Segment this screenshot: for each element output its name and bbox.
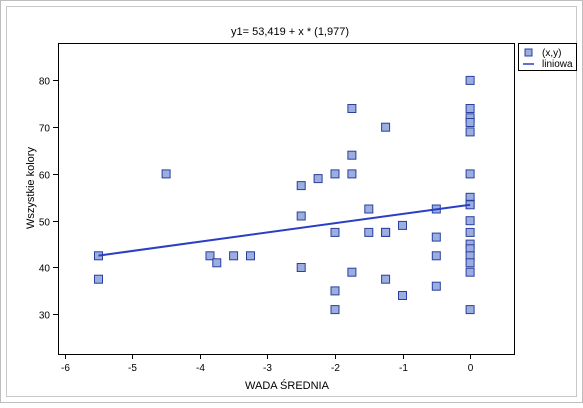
- legend-marker-scatter: [524, 48, 533, 57]
- scatter-point: [330, 286, 340, 296]
- x-axis-label: WADA ŚREDNIA: [245, 379, 330, 392]
- scatter-point: [205, 251, 215, 261]
- x-axis: -6 -5 -4 -3 -2 -1 0: [61, 354, 474, 374]
- y-tick-label: 30: [39, 311, 51, 322]
- legend: (x,y) liniowa: [518, 43, 577, 71]
- scatter-point: [364, 204, 374, 214]
- scatter-point: [398, 220, 407, 230]
- scatter-point: [381, 122, 391, 132]
- series-layer: [94, 75, 475, 315]
- scatter-point: [465, 104, 475, 113]
- scatter-point: [465, 267, 475, 277]
- scatter-point: [330, 227, 340, 237]
- y-tick-label: 60: [39, 171, 51, 182]
- scatter-point: [465, 216, 475, 226]
- legend-label-scatter: (x,y): [542, 48, 561, 59]
- plot-area: [58, 43, 515, 355]
- x-tick-label: -1: [399, 363, 408, 374]
- scatter-point: [465, 227, 475, 237]
- chart-title: y1= 53,419 + x * (1,977): [231, 26, 349, 38]
- x-tick-label: -5: [128, 363, 137, 374]
- scatter-point: [347, 169, 357, 179]
- y-axis-label: Wszystkie kolory: [25, 147, 37, 229]
- scatter-point: [313, 174, 323, 184]
- y-tick-label: 80: [39, 77, 51, 88]
- scatter-point: [246, 251, 255, 261]
- scatter-point: [296, 211, 306, 221]
- scatter-point: [398, 291, 407, 300]
- x-tick-label: -3: [263, 363, 272, 374]
- y-tick-label: 70: [39, 124, 51, 135]
- x-tick-label: 0: [468, 363, 474, 374]
- scatter-point: [364, 227, 374, 237]
- y-tick-label: 40: [39, 264, 51, 275]
- scatter-point: [431, 251, 441, 261]
- scatter-point: [465, 305, 475, 315]
- scatter-point: [465, 127, 475, 137]
- scatter-point: [431, 281, 441, 291]
- scatter-point: [381, 227, 391, 237]
- scatter-point: [229, 251, 239, 261]
- scatter-point: [330, 169, 340, 179]
- legend-box: [518, 43, 577, 71]
- x-tick-label: -6: [61, 363, 70, 374]
- scatter-point: [347, 104, 357, 113]
- legend-label-line: liniowa: [542, 59, 573, 70]
- y-tick-label: 50: [39, 218, 51, 229]
- scatter-point: [212, 258, 222, 268]
- x-tick-label: -4: [196, 363, 205, 374]
- scatter-point: [465, 169, 475, 179]
- scatter-point: [296, 181, 306, 191]
- scatter-point: [465, 258, 475, 268]
- scatter-point: [465, 118, 475, 127]
- x-tick-label: -2: [331, 363, 340, 374]
- scatter-point: [94, 274, 103, 284]
- scatter-point: [161, 169, 171, 179]
- scatter-point: [347, 267, 357, 277]
- scatter-point: [296, 263, 306, 272]
- scatter-point: [330, 305, 340, 315]
- y-axis: 30 40 50 60 70 80: [39, 77, 58, 322]
- scatter-point: [347, 150, 357, 160]
- regression-line: [98, 203, 471, 257]
- scatter-point: [465, 75, 475, 85]
- scatter-point: [381, 274, 391, 284]
- scatter-point: [431, 232, 441, 242]
